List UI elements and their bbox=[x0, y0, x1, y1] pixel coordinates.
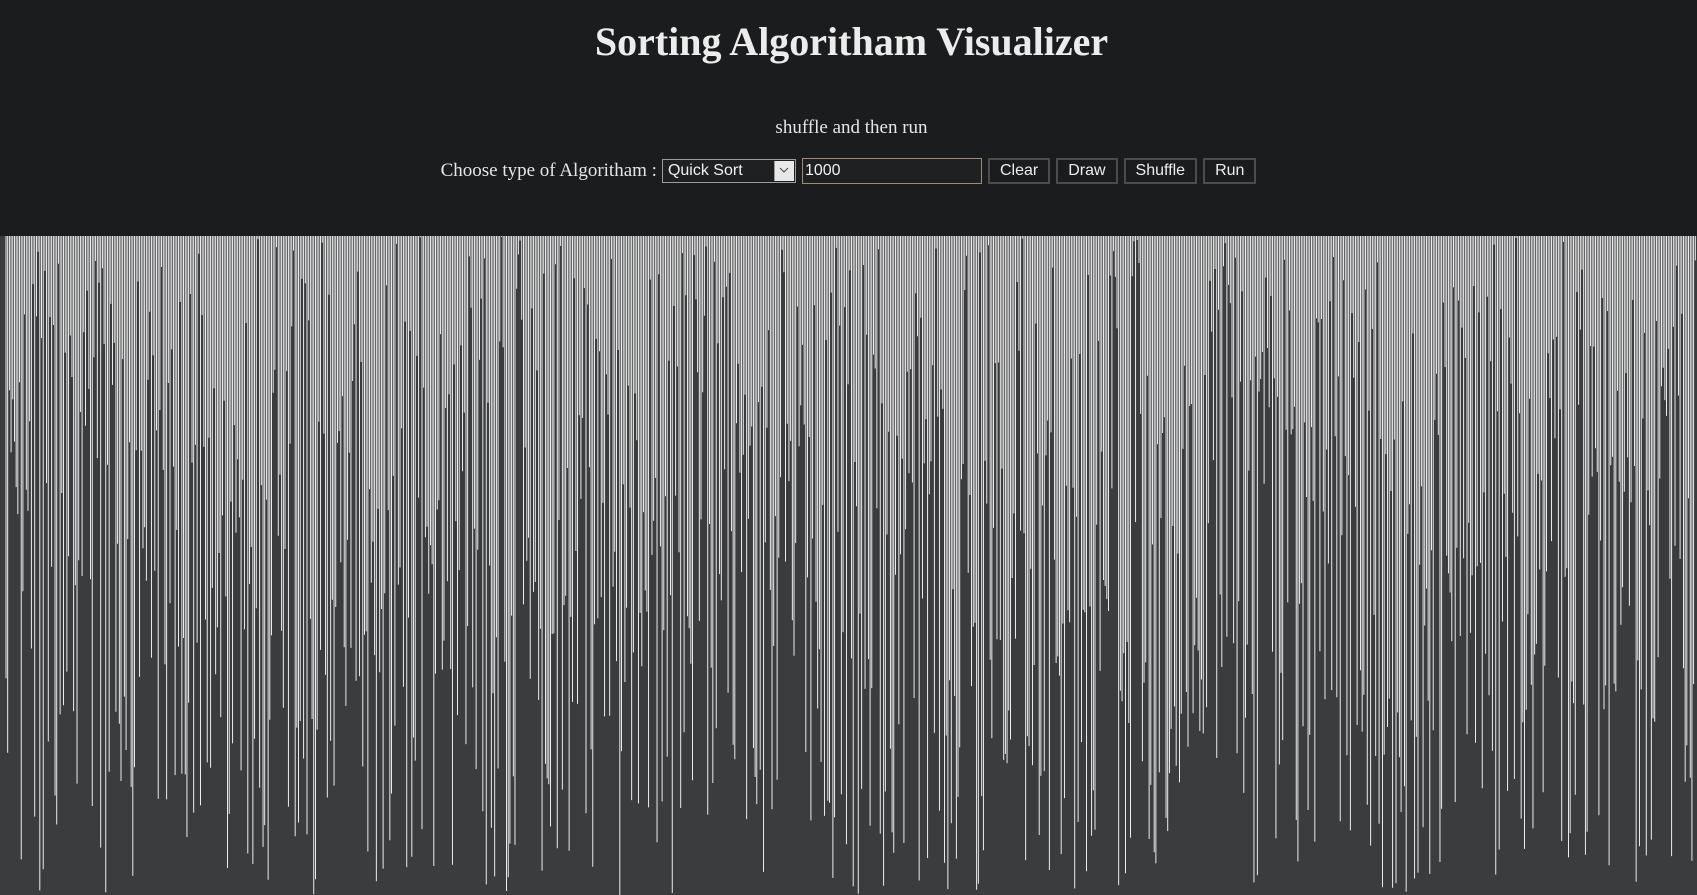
chevron-down-icon[interactable] bbox=[773, 161, 794, 181]
draw-button[interactable]: Draw bbox=[1056, 158, 1118, 184]
bar-count-input[interactable] bbox=[801, 158, 982, 184]
algorithm-label: Choose type of Algoritham : bbox=[440, 160, 657, 181]
page-title: Sorting Algoritham Visualizer bbox=[594, 19, 1109, 64]
clear-button[interactable]: Clear bbox=[987, 158, 1051, 184]
controls-bar: Choose type of Algoritham : Quick Sort C… bbox=[0, 158, 1697, 184]
bars-chart bbox=[5, 236, 1696, 895]
algorithm-select[interactable]: Quick Sort bbox=[661, 159, 796, 183]
shuffle-button[interactable]: Shuffle bbox=[1123, 158, 1198, 184]
visualizer-canvas bbox=[0, 236, 1697, 895]
algorithm-select-value: Quick Sort bbox=[667, 162, 743, 179]
run-button[interactable]: Run bbox=[1203, 158, 1257, 184]
header: Sorting Algoritham Visualizer shuffle an… bbox=[0, 0, 1697, 236]
instruction-text: shuffle and then run bbox=[775, 117, 928, 138]
